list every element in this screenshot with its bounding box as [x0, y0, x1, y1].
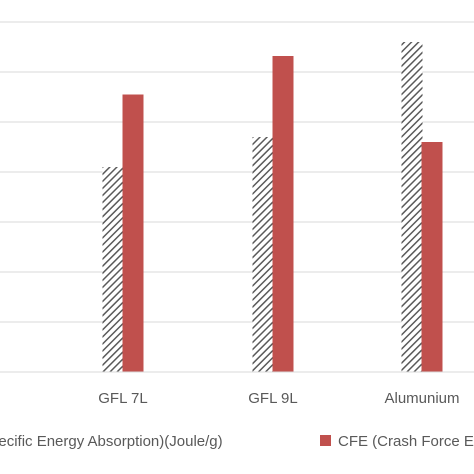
- legend-label-cfe: CFE (Crash Force Efficiency): [338, 433, 474, 450]
- bar-cfe-0: [122, 94, 144, 372]
- legend-label-sea: Specific Energy Absorption)(Joule/g): [0, 433, 223, 450]
- bar-sea-1: [252, 137, 274, 372]
- legend-swatch-cfe: [320, 435, 331, 446]
- bars: [102, 42, 443, 372]
- bar-cfe-1: [272, 56, 294, 372]
- x-tick-label: GFL 9L: [248, 390, 297, 407]
- x-tick-label: GFL 7L: [98, 390, 147, 407]
- bar-sea-2: [401, 42, 423, 372]
- legend: Specific Energy Absorption)(Joule/g) CFE …: [0, 433, 474, 450]
- gridlines: [0, 21, 474, 323]
- x-tick-labels: GFL 7L GFL 9L Alumunium: [98, 390, 459, 407]
- bar-cfe-2: [421, 142, 443, 372]
- x-tick-label: Alumunium: [384, 390, 459, 407]
- bar-sea-0: [102, 167, 124, 372]
